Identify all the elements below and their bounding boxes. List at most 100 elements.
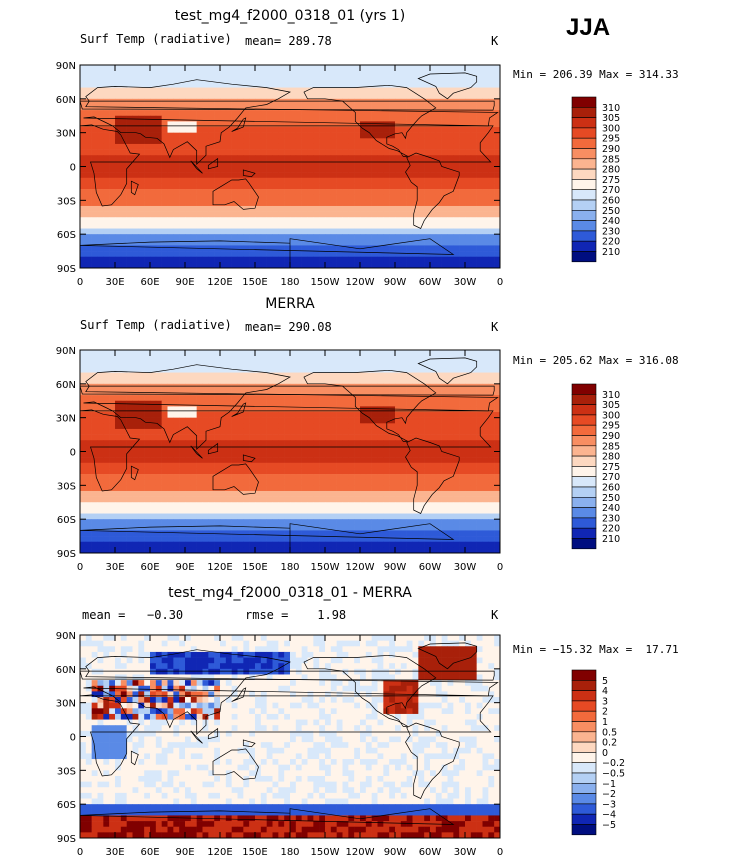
lon-tick-label: 150E [242,847,267,858]
colorbar-swatch [571,466,597,478]
lon-tick-label: 0 [77,562,83,573]
lat-tick-label: 60S [57,230,76,241]
colorbar-swatch [571,414,597,426]
colorbar-label: 250 [602,206,620,217]
colorbar-label: −5 [602,820,616,831]
colorbar-label: −4 [602,810,616,821]
panel-2-units-label: K [491,320,499,334]
lat-tick-label: 60N [56,665,76,676]
colorbar-label: 1 [602,717,608,728]
lat-tick-label: 90N [56,346,76,357]
lon-tick-label: 60E [140,562,159,573]
panel-1-mean-label: mean= 289.78 [245,34,332,48]
colorbar-swatch [571,445,597,457]
colorbar-label: 280 [602,165,620,176]
season-title: JJA [566,14,611,41]
lat-tick-label: 30S [57,766,76,777]
lat-tick-label: 30N [56,414,76,425]
colorbar-swatch [571,741,597,753]
lat-tick-label: 60S [57,800,76,811]
lon-tick-label: 60W [419,847,442,858]
lat-tick-label: 30S [57,481,76,492]
colorbar-swatch [571,690,597,702]
colorbar-swatch [571,455,597,467]
lon-tick-label: 60E [140,277,159,288]
lon-tick-label: 90E [175,277,194,288]
colorbar-swatch [571,752,597,764]
colorbar-label: 290 [602,144,620,155]
colorbar-swatch [571,148,597,160]
colorbar-label: 280 [602,452,620,463]
colorbar-swatch [571,158,597,170]
lon-tick-label: 150W [311,562,340,573]
colorbar-label: 4 [602,686,608,697]
lon-tick-label: 60E [140,847,159,858]
lon-tick-label: 0 [497,847,503,858]
lat-tick-label: 60N [56,380,76,391]
lat-tick-label: 90S [57,834,76,845]
lat-tick-label: 90S [57,549,76,560]
colorbar-label: 300 [602,410,620,421]
colorbar-label: 290 [602,431,620,442]
lon-tick-label: 0 [497,277,503,288]
panel-2-title: MERRA [265,296,315,312]
lon-tick-label: 0 [77,847,83,858]
colorbar-label: 285 [602,441,620,452]
colorbar-label: 0.2 [602,738,617,749]
colorbar-swatch [571,497,597,508]
lon-tick-label: 30E [105,562,124,573]
colorbar-label: 230 [602,226,620,237]
panel-3-title: test_mg4_f2000_0318_01 - MERRA [168,585,412,601]
colorbar-swatch [571,772,597,784]
panel-2-variable-label: Surf Temp (radiative) [80,318,232,332]
colorbar-label: 0.5 [602,727,617,738]
colorbar-label: 240 [602,503,620,514]
lon-tick-label: 90E [175,562,194,573]
lat-tick-label: 30S [57,196,76,207]
lon-tick-label: 90W [384,562,407,573]
colorbar-swatch [571,680,597,691]
colorbar-label: 0 [602,748,608,759]
lon-tick-label: 30W [454,847,477,858]
colorbar-swatch [571,199,597,211]
colorbar-label: 220 [602,237,620,248]
lat-tick-label: 90N [56,61,76,72]
lon-tick-label: 30E [105,277,124,288]
colorbar-swatch [571,813,597,825]
colorbar-label: 210 [602,247,620,258]
lon-tick-label: 120E [207,847,232,858]
colorbar-label: 230 [602,513,620,524]
lon-tick-label: 90W [384,277,407,288]
lon-tick-label: 150W [311,277,340,288]
lon-tick-label: 90W [384,847,407,858]
panel-3-mean-label: mean = −0.30 [82,608,184,622]
colorbar-swatch [571,404,597,416]
colorbar-label: 300 [602,123,620,134]
colorbar-label: 305 [602,113,620,124]
lon-tick-label: 180 [280,562,299,573]
lat-tick-label: 60N [56,95,76,106]
colorbar-swatch [571,793,597,805]
panel-1-units-label: K [491,34,499,48]
colorbar-swatch [571,117,597,129]
colorbar-label: 270 [602,472,620,483]
panel-1-min-max: Min = 206.39 Max = 314.33 [513,68,679,81]
colorbar-swatch [571,710,597,722]
colorbar-label: 305 [602,400,620,411]
colorbar-swatch [571,220,597,232]
colorbar-label: 275 [602,175,620,186]
colorbar-swatch [571,127,597,139]
colorbar-label: 260 [602,196,620,207]
lon-tick-label: 120W [346,277,375,288]
lat-tick-label: 0 [70,733,76,744]
colorbar-swatch [571,383,597,395]
colorbar-swatch [571,179,597,191]
colorbar-swatch [571,803,597,815]
colorbar-label: 240 [602,216,620,227]
panel-1-title: test_mg4_f2000_0318_01 (yrs 1) [174,8,406,24]
colorbar-swatch [571,783,597,794]
colorbar-swatch [571,394,597,405]
colorbar-swatch [571,700,597,712]
colorbar-label: 2 [602,707,608,718]
